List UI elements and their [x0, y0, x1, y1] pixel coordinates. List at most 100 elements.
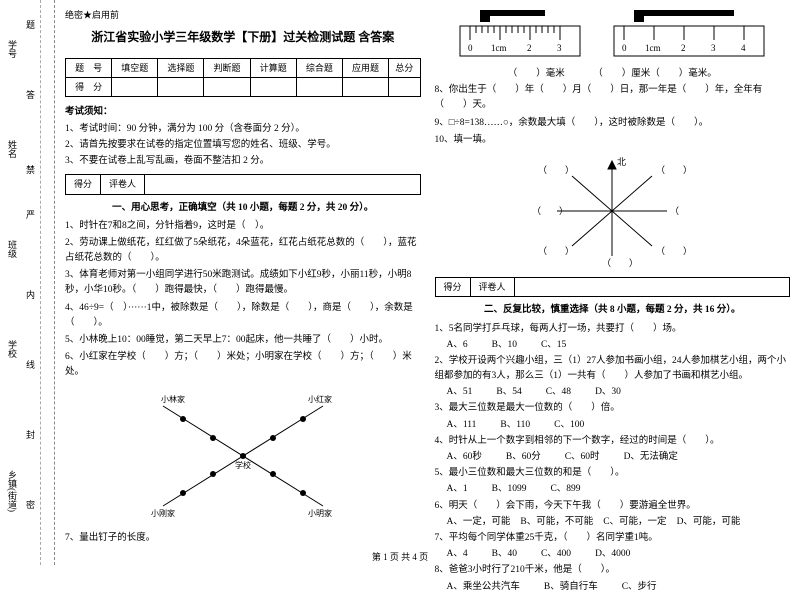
q2-6-b: B、可能，不可能 — [520, 515, 593, 530]
q2-2-d: D、30 — [595, 385, 621, 400]
subscore2-blank — [515, 278, 549, 296]
binding-label-3: 学校 — [6, 340, 19, 358]
score-c2 — [158, 77, 204, 96]
q2-4-a: A、60秒 — [447, 450, 482, 465]
diagram-n0: 小林家 — [161, 394, 185, 404]
q1-1: 1、时针在7和8之间，分针指着9，这时是（ ）。 — [65, 219, 421, 234]
score-h6: 应用题 — [342, 58, 388, 77]
ruler2-unit: （ ）厘米（ ）毫米。 — [593, 69, 717, 79]
q2-3-opts: A、111 B、110 C、100 — [447, 418, 791, 433]
q2-8-c: C、步行 — [622, 580, 657, 595]
q2-8-a: A、乘坐公共汽车 — [447, 580, 520, 595]
q1-8: 8、你出生于（ ）年（ ）月（ ）日，那一年是（ ）年，全年有（ ）天。 — [435, 83, 791, 113]
q1-10: 10、填一填。 — [435, 133, 791, 148]
q2-3-b: B、110 — [500, 418, 530, 433]
ruler-1: 01cm 23 — [455, 8, 585, 63]
q1-9: 9、□÷8=138……○，余数最大填（ ），这时被除数是（ ）。 — [435, 116, 791, 131]
q2-6-opts: A、一定，可能 B、可能，不可能 C、可能，一定 D、可能，可能 — [447, 515, 791, 530]
score-h2: 选择题 — [158, 58, 204, 77]
svg-text:（ ）: （ ） — [656, 165, 692, 175]
binding-stub-2: 禁 — [24, 165, 37, 180]
score-h3: 判断题 — [204, 58, 250, 77]
subscore-box-1: 得分 评卷人 — [65, 174, 421, 194]
ruler-2: 01cm 234 — [609, 8, 769, 63]
svg-text:3: 3 — [557, 43, 562, 53]
q2-6-c: C、可能，一定 — [603, 515, 666, 530]
q2-5-c: C、899 — [550, 482, 580, 497]
q2-2-b: B、54 — [496, 385, 521, 400]
svg-text:4: 4 — [741, 43, 746, 53]
subscore-box-2: 得分 评卷人 — [435, 277, 791, 297]
q2-6-d: D、可能，可能 — [677, 515, 741, 530]
q2-6: 6、明天（ ）会下雨，今天下午我（ ）要游遍全世界。 — [435, 499, 791, 514]
q2-3-c: C、100 — [554, 418, 584, 433]
q2-3-a: A、111 — [447, 418, 477, 433]
q2-5-opts: A、1 B、1099 C、899 — [447, 482, 791, 497]
binding-stub-4: 内 — [24, 290, 37, 305]
score-c3 — [204, 77, 250, 96]
score-header-row: 题 号 填空题 选择题 判断题 计算题 综合题 应用题 总分 — [66, 58, 421, 77]
q2-8-opts: A、乘坐公共汽车 B、骑自行车 C、步行 — [447, 580, 791, 595]
diagram-n1: 小红家 — [308, 394, 332, 404]
score-h4: 计算题 — [250, 58, 296, 77]
binding-stub-3: 严 — [24, 210, 37, 225]
score-c1 — [112, 77, 158, 96]
q2-5: 5、最小三位数和最大三位数的和是（ ）。 — [435, 466, 791, 481]
q1-5: 5、小林晚上10：00睡觉，第二天早上7：00起床，他一共睡了（ ）小时。 — [65, 333, 421, 348]
q2-2-opts: A、51 B、54 C、48 D、30 — [447, 385, 791, 400]
ruler-labels: （ ）毫米 （ ）厘米（ ）毫米。 — [435, 67, 791, 82]
notice-3: 3、不要在试卷上乱写乱画，卷面不整洁扣 2 分。 — [65, 154, 421, 169]
section2-title: 二、反复比较，慎重选择（共 8 小题，每题 2 分，共 16 分）。 — [435, 303, 791, 318]
binding-stub-0: 题 — [24, 20, 37, 35]
diagram-n3: 小刚家 — [151, 508, 175, 518]
svg-text:（ ）: （ ） — [532, 206, 568, 216]
compass-diagram: 北 （ ） （ ） （ ） （ ） （ ） （ ） （ ） — [532, 151, 692, 271]
q2-6-a: A、一定，可能 — [447, 515, 511, 530]
diagram-center: 学校 — [235, 460, 251, 470]
q1-3: 3、体育老师对第一小组同学进行50米跑测试。成绩如下小红9秒，小丽11秒，小明8… — [65, 268, 421, 298]
compass-north: 北 — [617, 157, 626, 167]
page-root: 学号 姓名 班级 学校 乡镇(街道) 题 答 禁 严 内 线 封 密 绝密★启用… — [0, 0, 800, 565]
score-c5 — [296, 77, 342, 96]
q2-4-b: B、60分 — [506, 450, 541, 465]
q2-2: 2、学校开设两个兴趣小组，三（1）27人参加书画小组，24人参加棋艺小组，两个小… — [435, 354, 791, 384]
binding-stub-1: 答 — [24, 90, 37, 105]
q2-2-c: C、48 — [546, 385, 571, 400]
q2-3: 3、最大三位数是最大一位数的（ ）倍。 — [435, 401, 791, 416]
subscore-c2: 评卷人 — [101, 175, 145, 193]
svg-text:（ ）: （ ） — [538, 246, 574, 256]
diagram-n2: 小明家 — [308, 508, 332, 518]
q2-5-b: B、1099 — [492, 482, 527, 497]
q2-4-c: C、60时 — [565, 450, 600, 465]
score-table: 题 号 填空题 选择题 判断题 计算题 综合题 应用题 总分 得 分 — [65, 58, 421, 98]
svg-text:（ ）: （ ） — [602, 258, 638, 268]
score-h0: 题 号 — [66, 58, 112, 77]
ruler1-unit: （ ）毫米 — [508, 69, 565, 79]
score-c6 — [342, 77, 388, 96]
binding-stub-7: 密 — [24, 500, 37, 515]
svg-text:（ ）: （ ） — [656, 246, 692, 256]
score-c4 — [250, 77, 296, 96]
q2-8: 8、爸爸3小时行了210千米，他是（ ）。 — [435, 563, 791, 578]
section1-title: 一、用心思考，正确填空（共 10 小题，每题 2 分，共 20 分）。 — [65, 201, 421, 216]
q2-4-opts: A、60秒 B、60分 C、60时 D、无法确定 — [447, 450, 791, 465]
notice-1: 1、考试时间：90 分钟，满分为 100 分（含卷面分 2 分）。 — [65, 122, 421, 137]
svg-text:0: 0 — [622, 43, 627, 53]
notice-list: 1、考试时间：90 分钟，满分为 100 分（含卷面分 2 分）。 2、请首先按… — [65, 121, 421, 171]
svg-text:（ ）: （ ） — [538, 165, 574, 175]
content-columns: 绝密★启用前 浙江省实验小学三年级数学【下册】过关检测试题 含答案 题 号 填空… — [55, 0, 800, 565]
binding-margin: 学号 姓名 班级 学校 乡镇(街道) 题 答 禁 严 内 线 封 密 — [0, 0, 55, 565]
score-h1: 填空题 — [112, 58, 158, 77]
q2-7: 7、平均每个同学体重25千克，（ ）名同学重1吨。 — [435, 531, 791, 546]
q1-7: 7、量出钉子的长度。 — [65, 531, 421, 546]
subscore2-c1: 得分 — [436, 278, 471, 296]
ruler-row: 01cm 23 01cm 234 — [435, 8, 791, 63]
q2-1: 1、5名同学打乒乓球，每两人打一场，共要打（ ）场。 — [435, 322, 791, 337]
svg-text:1cm: 1cm — [645, 43, 661, 53]
score-row-label: 得 分 — [66, 77, 112, 96]
secret-label: 绝密★启用前 — [65, 8, 421, 22]
svg-text:2: 2 — [681, 43, 686, 53]
subscore-c1: 得分 — [66, 175, 101, 193]
q2-4-d: D、无法确定 — [624, 450, 678, 465]
binding-stub-6: 封 — [24, 430, 37, 445]
